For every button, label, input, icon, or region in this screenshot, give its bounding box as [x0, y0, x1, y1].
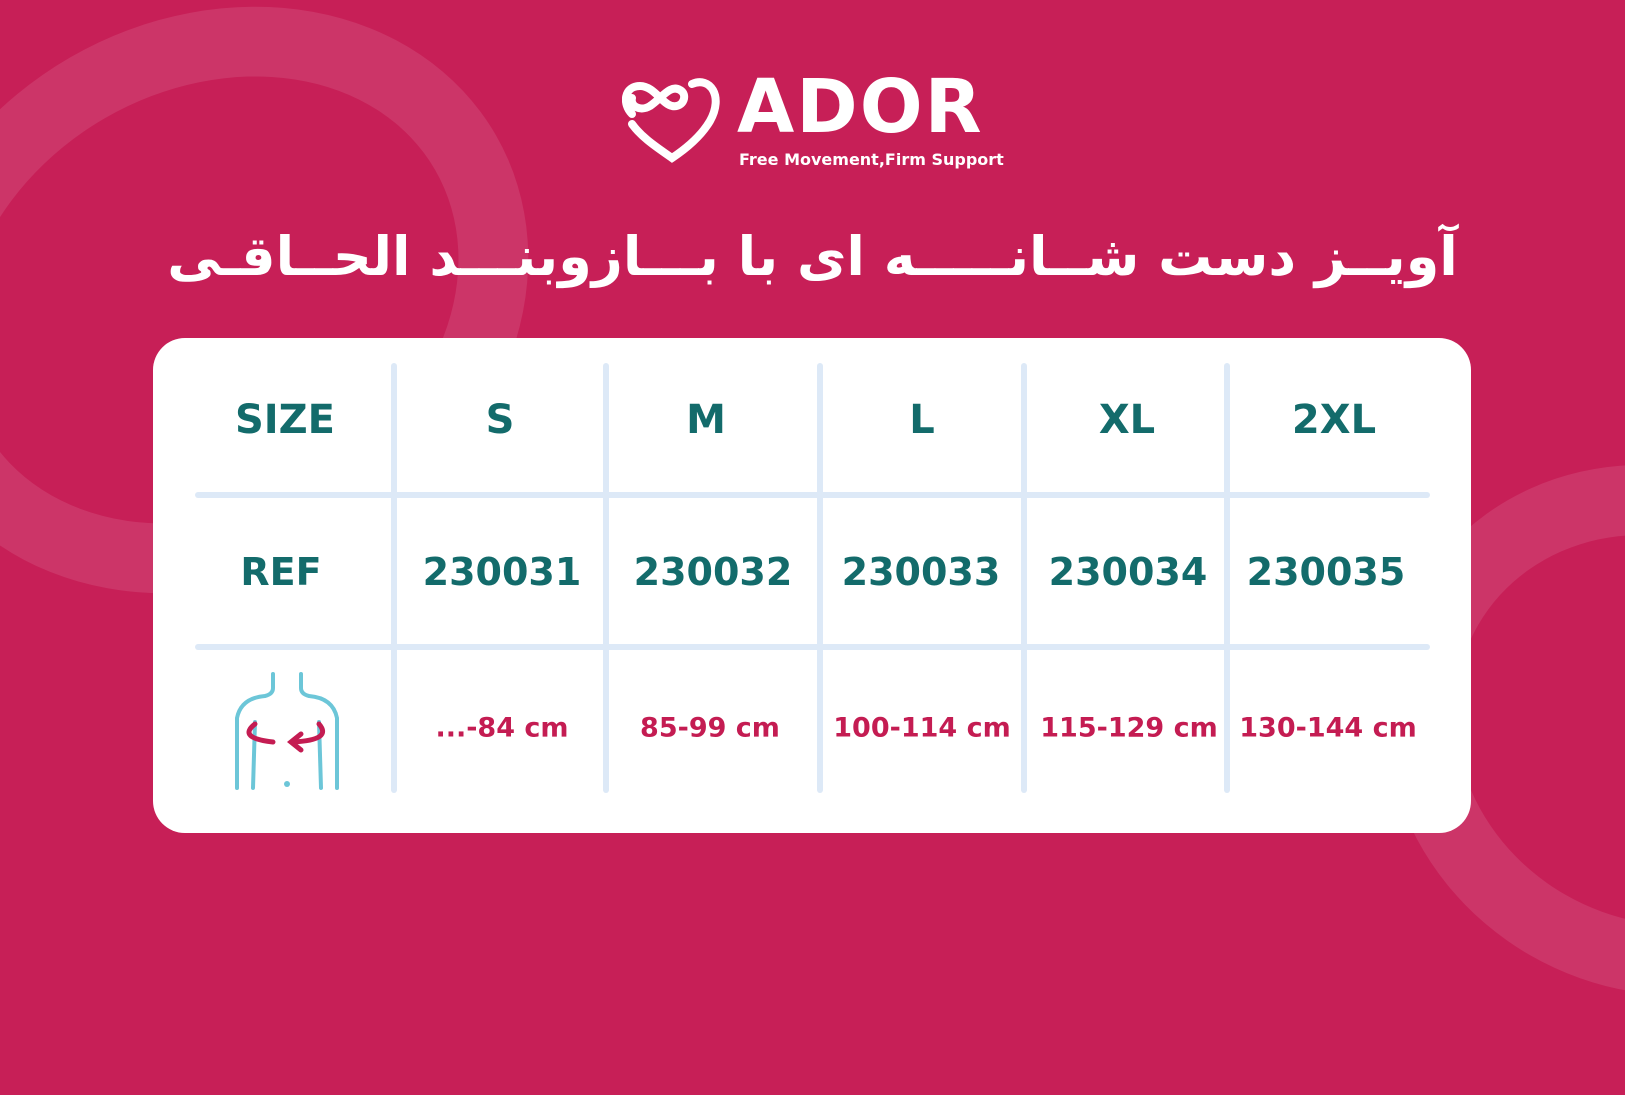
ref-2xl: 230035: [1246, 550, 1406, 594]
ref-l: 230033: [841, 550, 1001, 594]
brand-tagline: Free Movement,Firm Support: [739, 150, 1004, 169]
row-divider: [195, 644, 1430, 650]
column-divider: [1021, 363, 1027, 793]
column-divider: [603, 363, 609, 793]
chest-measure-icon: [235, 672, 339, 790]
page-title: آویــز دست شــانـــــه ای با بـــازوبنــ…: [167, 225, 1458, 288]
ref-m: 230032: [633, 550, 793, 594]
size-table: SIZE S M L XL 2XL REF 230031 230032 2300…: [153, 338, 1471, 833]
row-divider: [195, 492, 1430, 498]
brand-name: ADOR: [737, 64, 984, 150]
column-divider: [1224, 363, 1230, 793]
range-m: 85-99 cm: [640, 712, 780, 744]
range-2xl: 130-144 cm: [1239, 712, 1417, 744]
header-l: L: [909, 397, 935, 443]
column-divider: [391, 363, 397, 793]
ref-xl: 230034: [1048, 550, 1208, 594]
header-m: M: [686, 397, 726, 443]
ador-logo: ADOR Free Movement,Firm Support: [622, 70, 1004, 176]
column-divider: [817, 363, 823, 793]
header-xl: XL: [1098, 397, 1156, 443]
header-size: SIZE: [234, 397, 336, 443]
range-xl: 115-129 cm: [1040, 712, 1218, 744]
header-2xl: 2XL: [1291, 397, 1377, 443]
range-l: 100-114 cm: [833, 712, 1011, 744]
heart-infinity-icon: [622, 78, 720, 163]
range-s: ...-84 cm: [435, 712, 569, 744]
header-s: S: [485, 397, 515, 443]
ref-label: REF: [240, 550, 322, 594]
ref-s: 230031: [422, 550, 582, 594]
